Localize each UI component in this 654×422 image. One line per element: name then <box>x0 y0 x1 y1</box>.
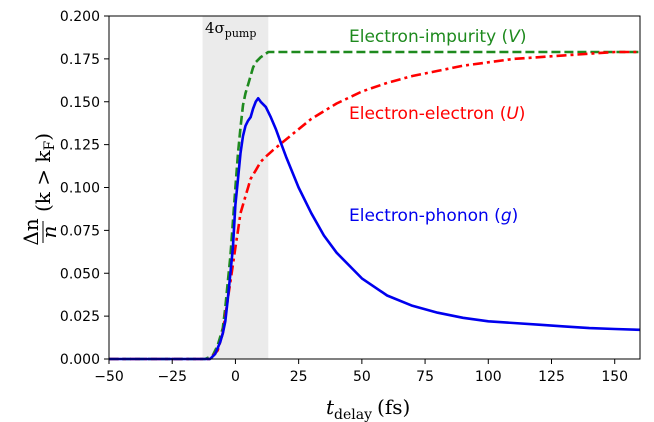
x-tick-label: 150 <box>601 369 628 385</box>
y-label-numerator: Δn <box>19 218 43 245</box>
x-tick-label: 100 <box>475 369 502 385</box>
band-label: 4σpump <box>205 19 256 40</box>
y-label-condition: (k > kF) <box>31 133 58 212</box>
y-label-denominator: n <box>37 226 61 239</box>
series-label-phonon: Electron-phonon (g) <box>349 206 518 226</box>
series-line-electron-phonon <box>109 97 641 361</box>
x-tick-label: 125 <box>538 369 565 385</box>
x-tick-label: −50 <box>94 369 124 385</box>
y-tick-label: 0.000 <box>60 352 100 368</box>
y-axis-label: Δn n (k > kF) <box>19 133 61 246</box>
x-tick-label: 50 <box>353 369 371 385</box>
x-tick-label: 25 <box>290 369 308 385</box>
x-axis-label: tdelay (fs) <box>326 395 410 422</box>
y-tick-label: 0.100 <box>60 181 100 197</box>
series-label-impurity: Electron-impurity (V) <box>349 27 526 47</box>
y-tick-label: 0.125 <box>60 138 100 154</box>
series-label-electron: Electron-electron (U) <box>349 104 525 124</box>
tick-layer: −50 −25 0 25 50 75 100 125 150 0.000 0.025 0.050 0.0… <box>60 9 628 385</box>
y-tick-label: 0.075 <box>60 223 100 239</box>
x-tick-label: −25 <box>157 369 187 385</box>
y-tick-label: 0.025 <box>60 309 100 325</box>
x-tick-label: 75 <box>416 369 434 385</box>
y-tick-label: 0.175 <box>60 52 100 68</box>
plot-frame <box>108 15 641 360</box>
x-tick-label: 0 <box>231 369 240 385</box>
series-layer <box>109 50 641 361</box>
y-tick-label: 0.050 <box>60 266 100 282</box>
y-tick-label: 0.200 <box>60 9 100 25</box>
y-tick-label: 0.150 <box>60 95 100 111</box>
series-line-electron-impurity <box>109 50 640 361</box>
